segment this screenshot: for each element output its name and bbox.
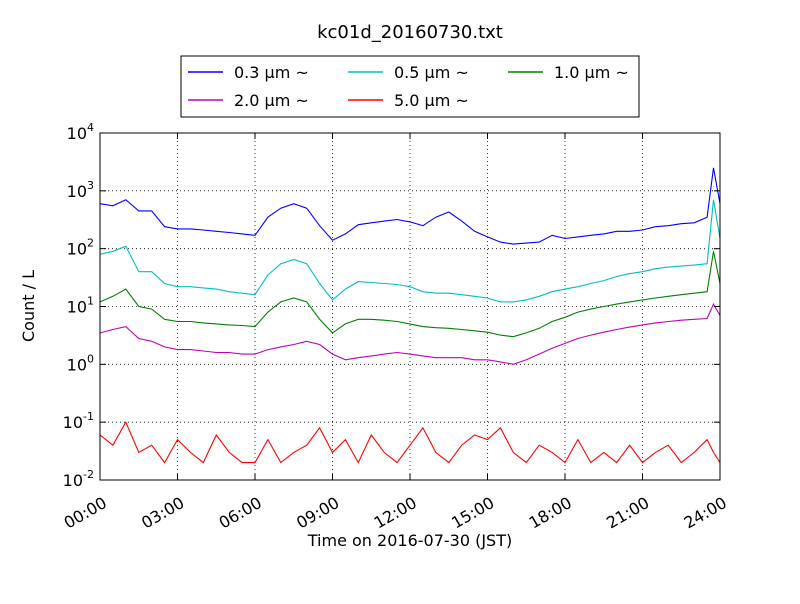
x-tick-label: 15:00 [448,493,497,533]
y-tick-exponent: -2 [83,468,94,481]
y-tick-exponent: 2 [87,237,94,250]
y-tick-exponent: 4 [87,121,94,134]
series-line-1 [99,167,721,245]
x-tick-label: 18:00 [526,493,575,533]
y-axis-label: Count / L [19,270,38,342]
legend: 0.3 μm ~ 0.5 μm ~ 1.0 μm ~ 2.0 μm ~ 5.0 μm ~ [180,55,640,118]
x-tick-label: 09:00 [293,493,342,533]
series-line-3 [99,251,721,338]
series-line-4 [99,302,721,365]
y-tick-base: 10 [63,413,83,432]
legend-label-5: 5.0 μm ~ [394,91,469,110]
legend-label-1: 0.3 μm ~ [234,63,309,82]
y-tick-base: 10 [67,298,87,317]
legend-label-4: 2.0 μm ~ [234,91,309,110]
y-tick-label: 10-2 [63,468,94,490]
series-line-2 [99,199,721,303]
x-tick-label: 21:00 [603,493,652,533]
y-tick-exponent: -1 [83,410,94,423]
series-group [99,167,721,464]
y-tick-base: 10 [67,355,87,374]
y-tick-label: 102 [67,237,94,259]
grid [100,133,720,480]
y-tick-label: 10-1 [63,410,94,432]
legend-box [180,55,640,118]
y-tick-label: 103 [67,179,94,201]
x-tick-label: 06:00 [216,493,265,533]
y-tick-label: 100 [67,352,94,374]
y-tick-exponent: 3 [87,179,94,192]
x-tick-label: 12:00 [371,493,420,533]
x-axis-label: Time on 2016-07-30 (JST) [307,531,512,550]
series-line-5 [99,420,721,464]
x-tick-label: 00:00 [61,493,110,533]
y-tick-exponent: 0 [87,352,94,365]
chart-title: kc01d_20160730.txt [317,22,503,43]
y-tick-label: 101 [67,295,94,317]
y-tick-base: 10 [67,124,87,143]
x-tick-label: 03:00 [138,493,187,533]
y-tick-base: 10 [67,240,87,259]
y-tick-label: 104 [67,121,94,143]
y-tick-exponent: 1 [87,295,94,308]
x-tick-label: 24:00 [681,493,730,533]
legend-label-2: 0.5 μm ~ [394,63,469,82]
y-tick-base: 10 [63,471,83,490]
y-tick-base: 10 [67,182,87,201]
legend-label-3: 1.0 μm ~ [554,63,629,82]
